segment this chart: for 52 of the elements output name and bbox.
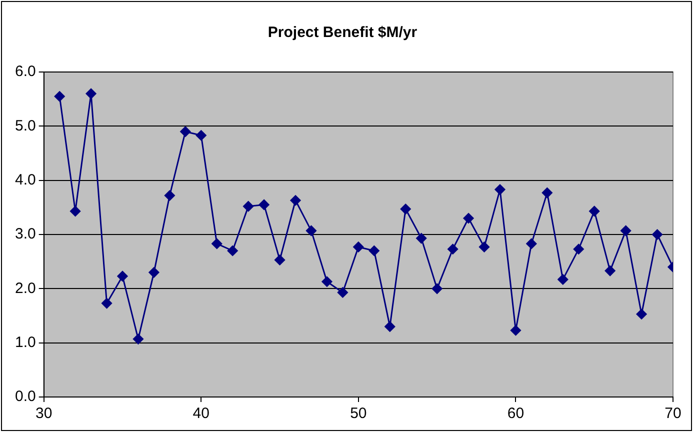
point: [306, 225, 316, 236]
point: [227, 246, 238, 256]
point: [463, 213, 474, 224]
point: [542, 188, 552, 198]
point: [132, 334, 144, 344]
point: [448, 244, 458, 254]
chart-title: Project Benefit $M/yr: [268, 24, 418, 42]
point: [479, 242, 490, 252]
point: [573, 244, 584, 254]
point: [117, 270, 128, 282]
point: [400, 204, 411, 214]
point: [274, 254, 286, 266]
point: [510, 325, 521, 336]
point: [70, 206, 81, 216]
point: [652, 229, 663, 240]
point: [432, 283, 442, 294]
x-tick-label: 50: [350, 405, 367, 422]
point: [620, 225, 632, 236]
y-tick-label: 1.0: [14, 334, 36, 351]
point: [86, 88, 96, 99]
y-tick-label: 5.0: [14, 117, 36, 134]
point: [54, 91, 65, 102]
y-tick-label: 3.0: [14, 226, 36, 243]
point: [258, 199, 270, 210]
y-tick-label: 4.0: [14, 171, 36, 188]
x-tick-label: 60: [507, 405, 524, 422]
point: [384, 321, 396, 332]
point: [368, 246, 380, 256]
point: [243, 201, 254, 212]
point: [416, 233, 427, 244]
y-tick-label: 2.0: [14, 280, 36, 297]
x-tick-label: 30: [36, 405, 52, 422]
point: [102, 298, 112, 309]
point: [212, 238, 222, 249]
point: [290, 195, 301, 206]
point: [164, 190, 175, 201]
point: [589, 206, 600, 216]
point: [337, 287, 348, 298]
x-tick-label: 70: [664, 405, 682, 422]
x-tick-label: 40: [192, 405, 210, 422]
point: [180, 126, 191, 137]
point: [353, 242, 364, 252]
point: [636, 308, 647, 320]
point: [196, 130, 206, 141]
y-tick-label: 0.0: [14, 388, 36, 406]
point: [148, 267, 160, 278]
point: [526, 238, 537, 249]
point: [494, 184, 506, 195]
point: [604, 266, 616, 276]
y-tick-label: 6.0: [14, 63, 36, 80]
point: [322, 276, 332, 287]
point: [558, 274, 568, 285]
